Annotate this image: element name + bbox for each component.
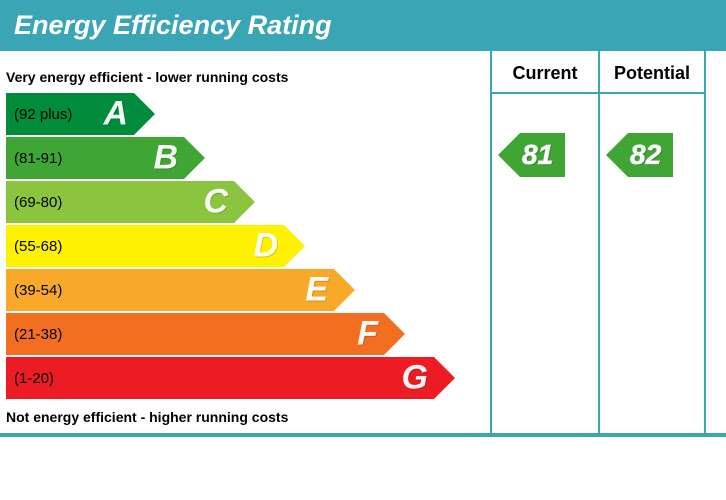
band-row-d: (55-68) D bbox=[6, 225, 480, 267]
current-header: Current bbox=[492, 51, 598, 94]
epc-chart: Energy Efficiency Rating Very energy eff… bbox=[0, 0, 726, 437]
band-range: (69-80) bbox=[14, 194, 62, 211]
band-d: (55-68) D bbox=[6, 225, 284, 267]
band-range: (1-20) bbox=[14, 370, 54, 387]
band-row-e: (39-54) E bbox=[6, 269, 480, 311]
band-row-f: (21-38) F bbox=[6, 313, 480, 355]
potential-pointer: 82 bbox=[606, 133, 673, 177]
band-e: (39-54) E bbox=[6, 269, 334, 311]
band-g: (1-20) G bbox=[6, 357, 434, 399]
band-range: (39-54) bbox=[14, 282, 62, 299]
band-letter: F bbox=[357, 315, 378, 354]
pointer-body: 81 bbox=[520, 133, 565, 177]
current-column: Current 81 bbox=[490, 51, 598, 433]
band-f: (21-38) F bbox=[6, 313, 384, 355]
band-range: (92 plus) bbox=[14, 106, 72, 123]
pointer-arrow-icon bbox=[498, 133, 520, 177]
potential-header: Potential bbox=[600, 51, 704, 94]
band-range: (81-91) bbox=[14, 150, 62, 167]
indicator-columns: Current 81 Potential 82 bbox=[490, 51, 706, 433]
band-range: (21-38) bbox=[14, 326, 62, 343]
band-row-b: (81-91) B bbox=[6, 137, 480, 179]
band-a: (92 plus) A bbox=[6, 93, 134, 135]
subtitle-top: Very energy efficient - lower running co… bbox=[6, 69, 480, 85]
bands-container: (92 plus)A(81-91)B(69-80)C(55-68)D(39-54… bbox=[6, 93, 480, 399]
chart-title: Energy Efficiency Rating bbox=[0, 0, 726, 51]
potential-column: Potential 82 bbox=[598, 51, 706, 433]
current-pointer: 81 bbox=[498, 133, 565, 177]
chart-content: Very energy efficient - lower running co… bbox=[0, 51, 726, 433]
band-b: (81-91) B bbox=[6, 137, 184, 179]
band-letter: E bbox=[305, 271, 328, 310]
band-letter: A bbox=[103, 95, 128, 134]
band-letter: C bbox=[203, 183, 228, 222]
pointer-arrow-icon bbox=[606, 133, 628, 177]
current-value: 81 bbox=[522, 139, 553, 171]
band-row-g: (1-20) G bbox=[6, 357, 480, 399]
band-chart-area: Very energy efficient - lower running co… bbox=[0, 59, 480, 433]
bottom-rule bbox=[0, 433, 726, 435]
pointer-body: 82 bbox=[628, 133, 673, 177]
band-c: (69-80) C bbox=[6, 181, 234, 223]
band-letter: D bbox=[253, 227, 278, 266]
band-letter: G bbox=[402, 359, 428, 398]
band-row-c: (69-80) C bbox=[6, 181, 480, 223]
subtitle-bottom: Not energy efficient - higher running co… bbox=[6, 409, 480, 425]
band-row-a: (92 plus) A bbox=[6, 93, 480, 135]
potential-value: 82 bbox=[630, 139, 661, 171]
band-range: (55-68) bbox=[14, 238, 62, 255]
band-letter: B bbox=[153, 139, 178, 178]
